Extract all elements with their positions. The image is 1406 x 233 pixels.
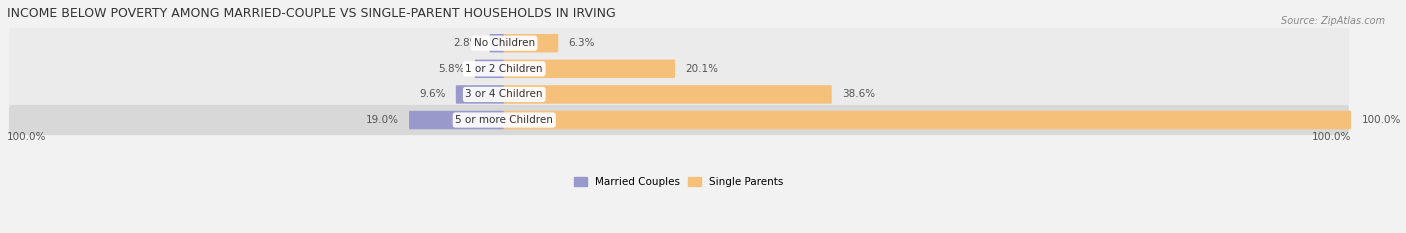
Text: 9.6%: 9.6% — [419, 89, 446, 99]
Text: 100.0%: 100.0% — [7, 132, 46, 142]
FancyBboxPatch shape — [456, 85, 505, 104]
FancyBboxPatch shape — [503, 34, 558, 52]
Legend: Married Couples, Single Parents: Married Couples, Single Parents — [569, 173, 787, 191]
FancyBboxPatch shape — [503, 60, 675, 78]
Text: 1 or 2 Children: 1 or 2 Children — [465, 64, 543, 74]
Text: 38.6%: 38.6% — [842, 89, 875, 99]
FancyBboxPatch shape — [409, 111, 505, 129]
Text: 6.3%: 6.3% — [568, 38, 595, 48]
Text: 5.8%: 5.8% — [439, 64, 464, 74]
Text: 20.1%: 20.1% — [685, 64, 718, 74]
FancyBboxPatch shape — [8, 28, 1348, 58]
Text: No Children: No Children — [474, 38, 534, 48]
Text: Source: ZipAtlas.com: Source: ZipAtlas.com — [1281, 16, 1385, 26]
Text: INCOME BELOW POVERTY AMONG MARRIED-COUPLE VS SINGLE-PARENT HOUSEHOLDS IN IRVING: INCOME BELOW POVERTY AMONG MARRIED-COUPL… — [7, 7, 616, 20]
FancyBboxPatch shape — [8, 54, 1348, 84]
FancyBboxPatch shape — [8, 105, 1348, 135]
Text: 19.0%: 19.0% — [366, 115, 399, 125]
Text: 5 or more Children: 5 or more Children — [456, 115, 553, 125]
FancyBboxPatch shape — [475, 60, 505, 78]
FancyBboxPatch shape — [503, 111, 1351, 129]
FancyBboxPatch shape — [503, 85, 832, 104]
FancyBboxPatch shape — [489, 34, 505, 52]
Text: 2.8%: 2.8% — [453, 38, 479, 48]
Text: 100.0%: 100.0% — [1312, 132, 1351, 142]
FancyBboxPatch shape — [8, 79, 1348, 110]
Text: 3 or 4 Children: 3 or 4 Children — [465, 89, 543, 99]
Text: 100.0%: 100.0% — [1362, 115, 1402, 125]
